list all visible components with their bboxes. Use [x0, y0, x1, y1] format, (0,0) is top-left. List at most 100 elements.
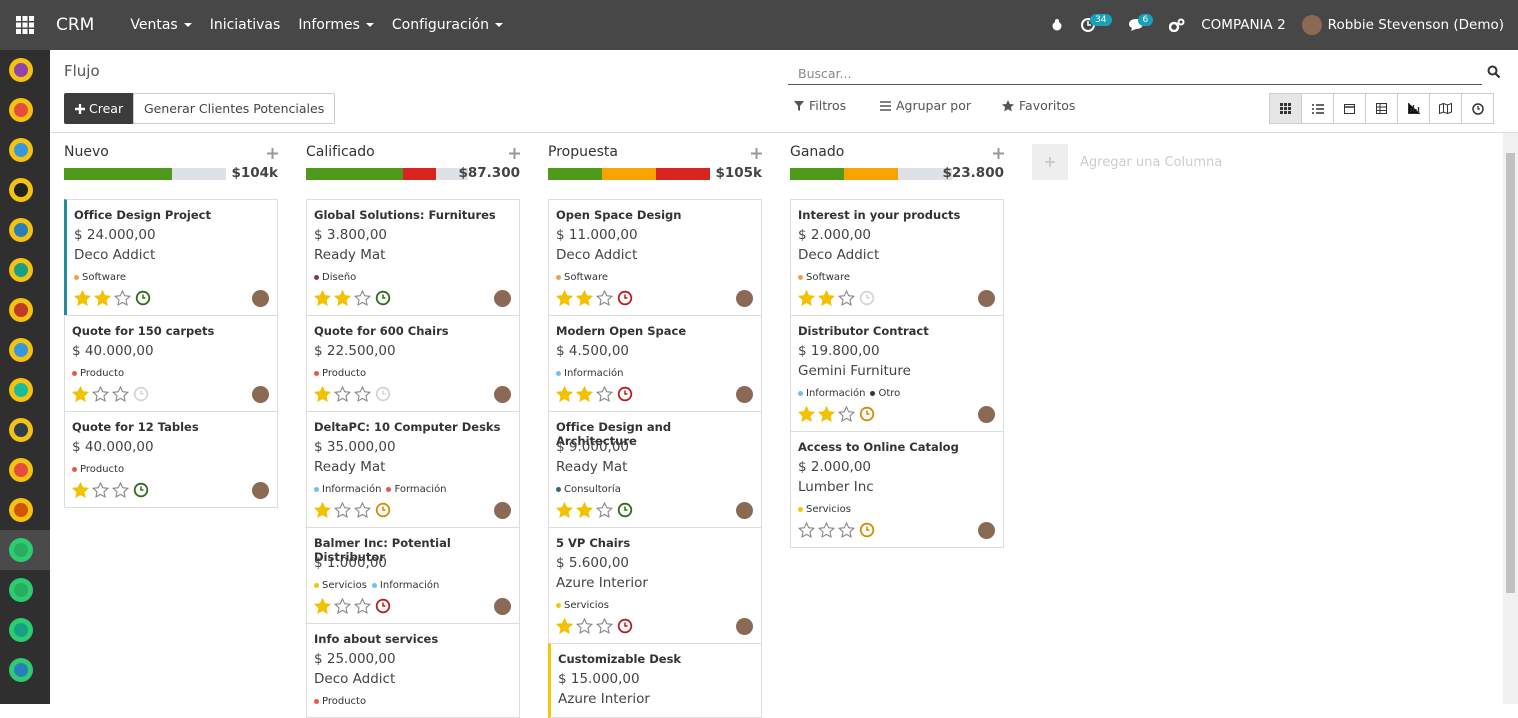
star-empty[interactable] — [354, 502, 371, 518]
star-filled[interactable] — [556, 502, 573, 518]
star-empty[interactable] — [838, 522, 855, 538]
progress-segment[interactable] — [602, 168, 656, 180]
star-empty[interactable] — [92, 482, 109, 498]
activity-icon[interactable] — [858, 406, 876, 422]
quick-create[interactable] — [751, 144, 762, 163]
kanban-card[interactable]: DeltaPC: 10 Computer Desks$ 35.000,00Rea… — [306, 411, 520, 527]
activity-icon[interactable] — [134, 290, 152, 306]
kanban-card[interactable]: Quote for 12 Tables$ 40.000,00Producto — [64, 411, 278, 508]
menu-item[interactable]: Iniciativas — [210, 17, 281, 33]
progress-segment[interactable] — [844, 168, 898, 180]
user-menu[interactable]: Robbie Stevenson (Demo) — [1302, 15, 1504, 35]
group-by-button[interactable]: Agrupar por — [880, 98, 971, 113]
star-filled[interactable] — [334, 290, 351, 306]
quick-create[interactable] — [509, 144, 520, 163]
quick-create[interactable] — [993, 144, 1004, 163]
star-filled[interactable] — [798, 406, 815, 422]
activity-icon[interactable] — [616, 502, 634, 518]
kanban-card[interactable]: Customizable Desk$ 15.000,00Azure Interi… — [548, 643, 762, 718]
activity-icon[interactable] — [858, 522, 876, 538]
kanban-card[interactable]: Balmer Inc: Potential Distributor$ 1.000… — [306, 527, 520, 623]
star-filled[interactable] — [818, 290, 835, 306]
kanban-card[interactable]: Open Space Design$ 11.000,00Deco AddictS… — [548, 199, 762, 315]
kanban-view[interactable] — [1269, 93, 1302, 124]
star-empty[interactable] — [354, 598, 371, 614]
add-column[interactable]: Agregar una Columna — [1032, 144, 1222, 180]
star-empty[interactable] — [576, 618, 593, 634]
menu-item[interactable]: Configuración — [392, 17, 503, 33]
pivot-view[interactable] — [1365, 93, 1398, 124]
star-empty[interactable] — [112, 482, 129, 498]
messaging-menu[interactable]: 6 — [1128, 18, 1154, 32]
star-filled[interactable] — [314, 290, 331, 306]
kanban-card[interactable]: Distributor Contract$ 19.800,00Gemini Fu… — [790, 315, 1004, 431]
star-empty[interactable] — [334, 502, 351, 518]
activity-icon[interactable] — [374, 502, 392, 518]
star-filled[interactable] — [818, 406, 835, 422]
star-filled[interactable] — [94, 290, 111, 306]
star-empty[interactable] — [838, 406, 855, 422]
star-filled[interactable] — [556, 386, 573, 402]
activity-icon[interactable] — [616, 386, 634, 402]
activity-icon[interactable] — [374, 290, 392, 306]
apps-menu[interactable] — [0, 16, 50, 34]
star-filled[interactable] — [576, 386, 593, 402]
search-input[interactable]: Buscar... — [788, 62, 1482, 85]
activity-icon[interactable] — [374, 386, 392, 402]
activity-icon[interactable] — [616, 290, 634, 306]
menu-item[interactable]: Ventas — [130, 17, 191, 33]
star-filled[interactable] — [556, 290, 573, 306]
activity-icon[interactable] — [858, 290, 876, 306]
company-switcher[interactable]: COMPANIA 2 — [1201, 17, 1285, 33]
progress-segment[interactable] — [656, 168, 710, 180]
star-filled[interactable] — [798, 290, 815, 306]
progress-segment[interactable] — [64, 168, 172, 180]
progress-segment[interactable] — [548, 168, 602, 180]
kanban-card[interactable]: Access to Online Catalog$ 2.000,00Lumber… — [790, 431, 1004, 548]
kanban-card[interactable]: Office Design Project$ 24.000,00Deco Add… — [64, 199, 278, 315]
star-filled[interactable] — [72, 386, 89, 402]
progress-segment[interactable] — [306, 168, 403, 180]
search-icon[interactable] — [1487, 65, 1501, 79]
star-empty[interactable] — [354, 386, 371, 402]
app-name[interactable]: CRM — [56, 15, 94, 35]
kanban-card[interactable]: Modern Open Space$ 4.500,00Información — [548, 315, 762, 411]
star-empty[interactable] — [596, 618, 613, 634]
progress-segment[interactable] — [403, 168, 435, 180]
progress-segment[interactable] — [790, 168, 844, 180]
calendar-view[interactable] — [1333, 93, 1366, 124]
star-empty[interactable] — [596, 502, 613, 518]
star-empty[interactable] — [838, 290, 855, 306]
favorites-button[interactable]: Favoritos — [1002, 98, 1075, 113]
star-empty[interactable] — [818, 522, 835, 538]
star-filled[interactable] — [314, 502, 331, 518]
create-button[interactable]: Crear — [64, 93, 134, 124]
kanban-card[interactable]: Global Solutions: Furnitures$ 3.800,00Re… — [306, 199, 520, 315]
star-filled[interactable] — [74, 290, 91, 306]
activity-icon[interactable] — [132, 386, 150, 402]
graph-view[interactable] — [1397, 93, 1430, 124]
star-filled[interactable] — [314, 386, 331, 402]
star-filled[interactable] — [576, 502, 593, 518]
debug-icon[interactable] — [1050, 18, 1064, 32]
menu-item[interactable]: Informes — [298, 17, 374, 33]
star-filled[interactable] — [72, 482, 89, 498]
star-filled[interactable] — [314, 598, 331, 614]
activity-icon[interactable] — [374, 598, 392, 614]
star-empty[interactable] — [798, 522, 815, 538]
star-filled[interactable] — [556, 618, 573, 634]
filters-button[interactable]: Filtros — [794, 98, 846, 113]
star-empty[interactable] — [334, 386, 351, 402]
kanban-card[interactable]: Interest in your products$ 2.000,00Deco … — [790, 199, 1004, 315]
progress-segment[interactable] — [172, 168, 226, 180]
activity-menu[interactable]: 34 — [1080, 17, 1111, 33]
star-empty[interactable] — [112, 386, 129, 402]
star-empty[interactable] — [354, 290, 371, 306]
activity-icon[interactable] — [132, 482, 150, 498]
star-empty[interactable] — [92, 386, 109, 402]
quick-create[interactable] — [267, 144, 278, 163]
list-view[interactable] — [1301, 93, 1334, 124]
activity-view[interactable] — [1461, 93, 1494, 124]
star-empty[interactable] — [596, 290, 613, 306]
kanban-card[interactable]: Quote for 600 Chairs$ 22.500,00Producto — [306, 315, 520, 411]
